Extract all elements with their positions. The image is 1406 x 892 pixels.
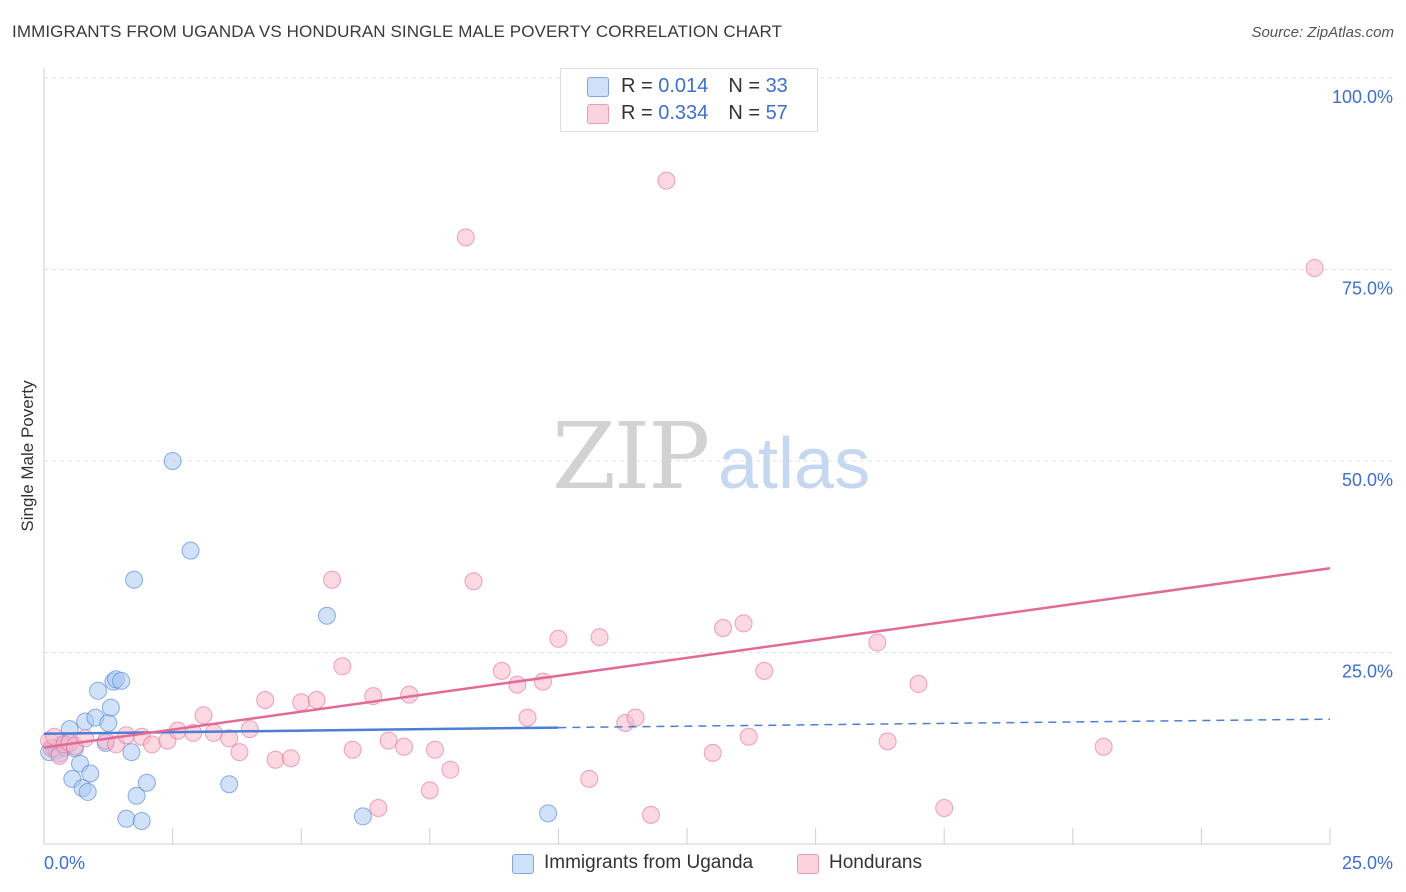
honduran-point <box>464 572 483 591</box>
uganda-point <box>127 786 146 805</box>
honduran-point <box>580 769 599 788</box>
y-tick-label: 50.0% <box>1342 470 1393 490</box>
uganda-point <box>163 452 182 470</box>
legend-swatch-hondurans <box>587 104 609 124</box>
y-tick-label: 25.0% <box>1342 662 1393 682</box>
r-value: 0.334 <box>658 102 709 124</box>
honduran-point <box>240 720 259 739</box>
honduran-point <box>395 737 414 756</box>
y-axis-label: Single Male Poverty <box>18 380 37 532</box>
honduran-point <box>343 740 362 759</box>
uganda-point <box>539 804 558 823</box>
honduran-point <box>379 731 398 750</box>
honduran-point <box>657 171 676 190</box>
uganda-point <box>132 812 151 831</box>
honduran-point <box>590 628 609 647</box>
n-label: N = <box>728 75 766 97</box>
uganda-trend-extension <box>558 718 1331 729</box>
honduran-point <box>935 798 954 817</box>
uganda-point <box>181 541 200 560</box>
watermark-zip: ZIP <box>552 403 708 510</box>
uganda-point <box>112 671 131 690</box>
uganda-point <box>89 681 108 700</box>
honduran-point <box>266 750 285 769</box>
uganda-point <box>137 773 156 792</box>
honduran-point <box>194 706 213 725</box>
honduran-point <box>714 618 733 637</box>
honduran-point <box>456 228 475 247</box>
uganda-point <box>81 764 100 783</box>
legend-stats-hondurans: R = 0.334 N = 57 <box>621 102 788 125</box>
uganda-point <box>317 606 336 625</box>
n-value: 57 <box>765 102 788 124</box>
honduran-point <box>281 749 300 768</box>
n-label: N = <box>728 102 766 124</box>
honduran-point <box>533 672 552 691</box>
trend-lines <box>43 567 1331 749</box>
honduran-point <box>256 690 275 709</box>
uganda-point <box>78 782 97 801</box>
legend-swatch-uganda <box>587 77 609 97</box>
honduran-point <box>425 740 444 759</box>
uganda-point <box>220 775 239 794</box>
honduran-point <box>333 657 352 676</box>
r-value: 0.014 <box>658 75 709 97</box>
honduran-point <box>703 743 722 762</box>
n-value: 33 <box>765 75 788 97</box>
honduran-point <box>292 693 311 712</box>
data-points <box>40 171 1324 831</box>
honduran-point <box>143 735 162 754</box>
r-label: R = <box>621 102 659 124</box>
uganda-point <box>117 809 136 828</box>
honduran-point <box>909 674 928 693</box>
legend-swatch-hondurans <box>797 854 819 874</box>
y-tick-label: 100.0% <box>1332 87 1393 107</box>
x-tick-label: 25.0% <box>1342 853 1393 873</box>
honduran-point <box>1094 737 1113 756</box>
honduran-point <box>626 708 645 727</box>
honduran-point <box>518 708 537 727</box>
legend-swatch-uganda <box>512 854 534 874</box>
uganda-point <box>99 713 118 732</box>
source-label: Source: ZipAtlas.com <box>1251 24 1394 41</box>
series-legend: Immigrants from Uganda Hondurans <box>0 852 1406 878</box>
honduran-point <box>441 760 460 779</box>
legend-label-hondurans: Hondurans <box>829 852 922 873</box>
honduran-point <box>369 798 388 817</box>
x-tick-label: 0.0% <box>44 853 85 873</box>
honduran-point <box>755 661 774 680</box>
honduran-point <box>492 661 511 680</box>
honduran-point <box>420 781 439 800</box>
uganda-trend-line <box>43 726 559 735</box>
uganda-point <box>125 570 144 589</box>
uganda-point <box>353 807 372 826</box>
chart-title: IMMIGRANTS FROM UGANDA VS HONDURAN SINGL… <box>12 22 783 41</box>
honduran-point <box>508 675 527 694</box>
legend-label-uganda: Immigrants from Uganda <box>544 852 754 873</box>
uganda-point <box>122 743 141 762</box>
honduran-point <box>307 690 326 709</box>
tick-labels: 25.0% 50.0% 75.0% 100.0% 0.0% 25.0% <box>44 87 1393 873</box>
honduran-point <box>641 805 660 824</box>
watermark-atlas: atlas <box>718 424 870 504</box>
honduran-point <box>1305 258 1324 277</box>
honduran-point <box>549 629 568 648</box>
honduran-trend-line <box>43 567 1331 749</box>
y-tick-label: 75.0% <box>1342 279 1393 299</box>
honduran-point <box>868 633 887 652</box>
correlation-legend: R = 0.014 N = 33 R = 0.334 N = 57 <box>560 68 818 132</box>
axes <box>43 68 1331 845</box>
honduran-point <box>734 614 753 633</box>
uganda-point <box>101 698 120 717</box>
honduran-point <box>878 732 897 751</box>
honduran-point <box>323 570 342 589</box>
r-label: R = <box>621 75 659 97</box>
honduran-point <box>739 727 758 746</box>
legend-stats-uganda: R = 0.014 N = 33 <box>621 75 788 98</box>
honduran-point <box>220 729 239 748</box>
gridlines <box>44 77 1394 653</box>
honduran-point <box>230 743 249 762</box>
